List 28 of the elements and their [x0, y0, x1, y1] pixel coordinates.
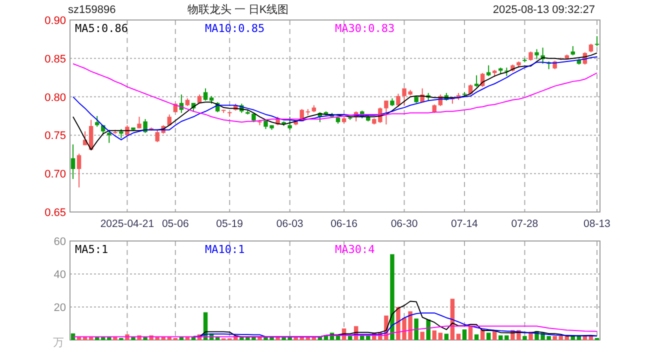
- text: 2025-08-13 09:32:27: [492, 4, 595, 16]
- chart-subtitle: sz159896: [68, 4, 116, 16]
- y-tick-label: 60: [54, 236, 66, 248]
- y-tick-label: 40: [54, 269, 66, 281]
- x-tick-label: 07-28: [511, 218, 538, 230]
- x-tick-label: 08-13: [584, 218, 611, 230]
- text: MA10:1: [205, 243, 245, 256]
- chart-title: 物联龙头 一 日K线图: [187, 3, 289, 16]
- x-tick-label: 06-16: [330, 218, 358, 230]
- x-tick-label: 2025-04-21: [100, 218, 154, 230]
- y-tick-label: 0.75: [44, 130, 66, 142]
- x-tick-label: 07-14: [451, 218, 478, 230]
- y-tick-label: 0.80: [44, 92, 66, 104]
- text: MA10:0.85: [205, 22, 265, 35]
- y-tick-label: 0.70: [44, 168, 66, 181]
- y-tick-label: 20: [54, 302, 66, 314]
- x-tick-label: 06-03: [276, 218, 304, 230]
- x-tick-label: 05-19: [216, 218, 244, 230]
- y-tick-label: 0.85: [44, 53, 66, 66]
- text: MA5:1: [75, 243, 108, 256]
- text: MA5:0.86: [75, 22, 128, 35]
- text: MA30:0.83: [335, 22, 395, 35]
- y-tick-label: 0.90: [44, 15, 66, 27]
- y-tick-label: 0.65: [44, 207, 66, 219]
- text: MA30:4: [335, 243, 376, 256]
- x-tick-label: 06-30: [390, 218, 418, 230]
- x-tick-label: 05-06: [162, 218, 189, 230]
- y-axis-title: 万: [53, 337, 64, 349]
